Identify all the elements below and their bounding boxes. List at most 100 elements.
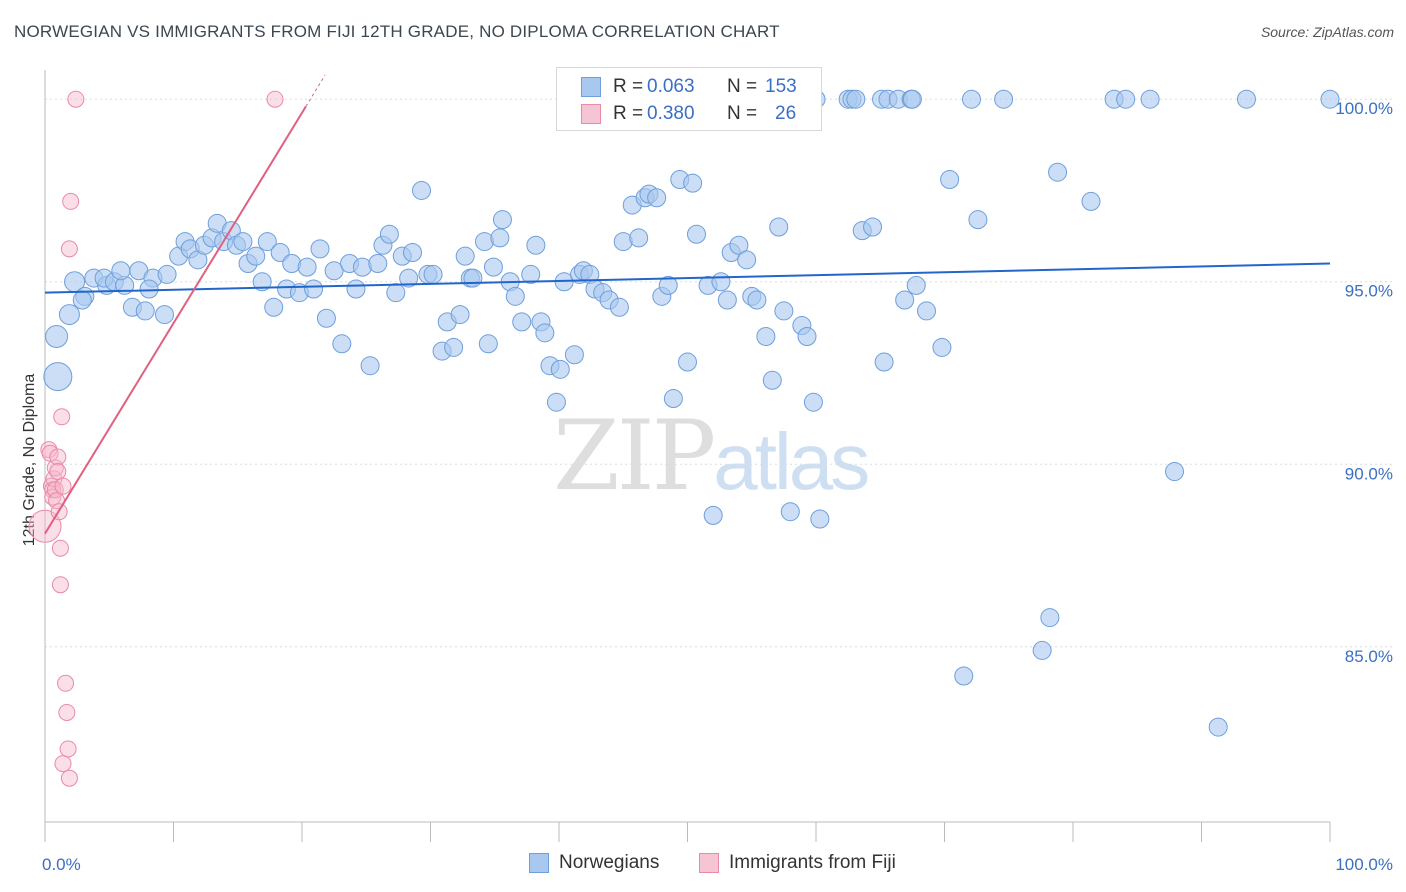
n-value: 26 bbox=[775, 103, 797, 124]
fiji-point bbox=[67, 90, 85, 108]
norwegian-point bbox=[297, 257, 317, 277]
chart-title: NORWEGIAN VS IMMIGRANTS FROM FIJI 12TH G… bbox=[14, 22, 780, 41]
fiji-point bbox=[58, 703, 76, 721]
norwegian-point bbox=[455, 246, 475, 266]
norwegian-point bbox=[270, 243, 290, 263]
norwegians-trend-line bbox=[44, 262, 1331, 294]
norwegian-point bbox=[940, 170, 960, 190]
norwegian-point bbox=[703, 505, 723, 525]
pink-swatch-icon bbox=[581, 104, 601, 124]
norwegians-points bbox=[43, 89, 1340, 737]
norwegian-point bbox=[264, 297, 284, 317]
norwegian-point bbox=[729, 235, 749, 255]
norwegian-point bbox=[629, 228, 649, 248]
norwegian-point bbox=[257, 232, 277, 252]
norwegian-point bbox=[483, 257, 503, 277]
norwegian-point bbox=[550, 359, 570, 379]
norwegian-point bbox=[932, 337, 952, 357]
norwegian-point bbox=[423, 264, 443, 284]
norwegian-point bbox=[58, 304, 80, 326]
norwegian-point bbox=[399, 268, 419, 288]
n-value: 153 bbox=[765, 76, 797, 97]
gridlines bbox=[45, 98, 1392, 648]
norwegian-point bbox=[233, 232, 253, 252]
norwegian-point bbox=[157, 264, 177, 284]
fiji-trend-extension bbox=[305, 74, 326, 107]
norwegian-point bbox=[1032, 640, 1052, 660]
correlation-legend: R = 0.063 N = 153 R = 0.380 N = 26 bbox=[556, 67, 822, 131]
series-legend: Norwegians Immigrants from Fiji bbox=[0, 852, 1406, 878]
norwegian-point bbox=[810, 509, 830, 529]
norwegian-point bbox=[747, 290, 767, 310]
norwegian-point bbox=[658, 275, 678, 295]
n-label: N = bbox=[727, 76, 758, 97]
y-tick-label: 95.0% bbox=[1345, 282, 1393, 301]
norwegian-point bbox=[368, 253, 388, 273]
norwegian-point bbox=[43, 362, 73, 392]
norwegian-point bbox=[717, 290, 737, 310]
norwegian-point bbox=[379, 224, 399, 244]
norwegian-point bbox=[683, 173, 703, 193]
norwegian-point bbox=[1048, 162, 1068, 182]
fiji-point bbox=[51, 576, 69, 594]
fiji-point bbox=[53, 408, 71, 426]
norwegian-point bbox=[492, 210, 512, 230]
r-label: R = bbox=[613, 103, 644, 124]
norwegian-point bbox=[246, 246, 266, 266]
r-value: 0.380 bbox=[647, 103, 695, 124]
norwegian-point bbox=[332, 334, 352, 354]
norwegian-point bbox=[139, 279, 159, 299]
legend-norwegians[interactable]: Norwegians bbox=[529, 852, 659, 874]
norwegian-point bbox=[450, 305, 470, 325]
trend-lines bbox=[44, 74, 1331, 535]
norwegian-point bbox=[737, 250, 757, 270]
norwegian-point bbox=[863, 217, 883, 237]
norwegian-point bbox=[346, 279, 366, 299]
norwegian-point bbox=[756, 326, 776, 346]
blue-swatch-icon bbox=[529, 853, 549, 873]
norwegian-point bbox=[310, 239, 330, 259]
fiji-point bbox=[57, 674, 75, 692]
norwegian-point bbox=[906, 275, 926, 295]
x-tick-label: 100.0% bbox=[1335, 855, 1393, 874]
r-label: R = bbox=[613, 76, 644, 97]
fiji-trend-line bbox=[44, 105, 307, 535]
norwegian-point bbox=[678, 352, 697, 372]
fiji-point bbox=[62, 192, 80, 210]
norwegian-point bbox=[1040, 608, 1060, 628]
norwegian-point bbox=[505, 286, 525, 306]
fiji-point bbox=[266, 90, 284, 108]
fiji-point bbox=[51, 539, 69, 557]
source-credit: Source: ZipAtlas.com bbox=[1260, 24, 1394, 40]
norwegian-point bbox=[1320, 89, 1340, 109]
norwegian-point bbox=[111, 261, 131, 281]
norwegian-point bbox=[386, 283, 406, 303]
norwegian-point bbox=[403, 243, 423, 263]
legend-label: Norwegians bbox=[559, 852, 660, 873]
y-tick-label: 85.0% bbox=[1345, 647, 1393, 666]
norwegian-point bbox=[609, 297, 629, 317]
norwegian-point bbox=[512, 312, 532, 332]
fiji-point bbox=[46, 481, 64, 499]
fiji-point bbox=[59, 740, 77, 758]
norwegian-point bbox=[1208, 717, 1228, 737]
norwegian-point bbox=[535, 323, 555, 343]
watermark: ZIPatlas bbox=[553, 400, 870, 512]
legend-fiji[interactable]: Immigrants from Fiji bbox=[699, 852, 896, 874]
norwegian-point bbox=[780, 502, 800, 522]
norwegian-point bbox=[490, 228, 510, 248]
legend-row-fiji: R = 0.380 N = 26 bbox=[581, 101, 796, 127]
norwegian-point bbox=[135, 301, 155, 321]
norwegian-point bbox=[324, 261, 344, 281]
norwegian-point bbox=[917, 301, 937, 321]
norwegian-point bbox=[895, 290, 915, 310]
norwegian-point bbox=[874, 352, 894, 372]
norwegian-point bbox=[1081, 191, 1101, 211]
norwegian-point bbox=[769, 217, 789, 237]
norwegian-point bbox=[1116, 89, 1136, 109]
norwegian-point bbox=[846, 89, 866, 109]
norwegian-point bbox=[252, 272, 272, 292]
y-tick-label: 100.0% bbox=[1335, 99, 1393, 118]
norwegian-point bbox=[961, 89, 981, 109]
